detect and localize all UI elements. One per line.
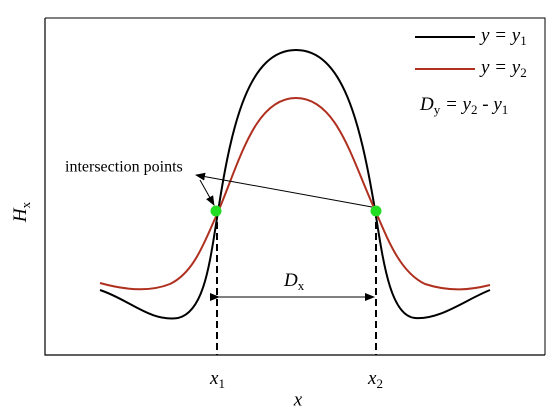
text-part: H: [10, 207, 31, 223]
subscript: 1: [502, 102, 509, 117]
difference-label: Dy = y2 - y1: [419, 94, 508, 117]
subscript: 1: [218, 376, 225, 391]
intersection-dot: [210, 205, 222, 217]
intersection-dot: [370, 205, 382, 217]
text-part: x: [367, 368, 377, 389]
annotation-arrow: [199, 179, 215, 206]
subscript: 2: [471, 102, 478, 117]
curve-y2: [99, 96, 491, 291]
text-part: = y: [440, 94, 471, 115]
subscript: 2: [520, 65, 527, 80]
subscript: x: [298, 278, 305, 293]
gap-label: Dx: [283, 270, 305, 293]
text-part: y = y: [479, 57, 521, 78]
frame: [45, 17, 546, 355]
legend-label: y = y2: [479, 57, 527, 80]
subscript: x: [18, 201, 33, 208]
curve-y1: [99, 48, 491, 320]
subscript: 2: [376, 376, 383, 391]
axes: [44, 18, 545, 356]
text-part: y = y: [479, 25, 521, 46]
annotation: intersection points: [65, 159, 183, 176]
y-axis-label: Hx: [10, 201, 33, 223]
legend-label: y = y1: [479, 25, 527, 48]
x-axis-label: x: [293, 389, 303, 410]
subscript: y: [434, 102, 441, 117]
text-part: D: [283, 270, 298, 291]
x-mark: x2: [367, 368, 383, 391]
text-part: - y: [478, 94, 503, 115]
x-mark: x1: [209, 368, 225, 391]
text-part: x: [209, 368, 219, 389]
text-part: D: [419, 94, 434, 115]
annotation-arrow: [195, 172, 373, 208]
subscript: 1: [520, 33, 527, 48]
